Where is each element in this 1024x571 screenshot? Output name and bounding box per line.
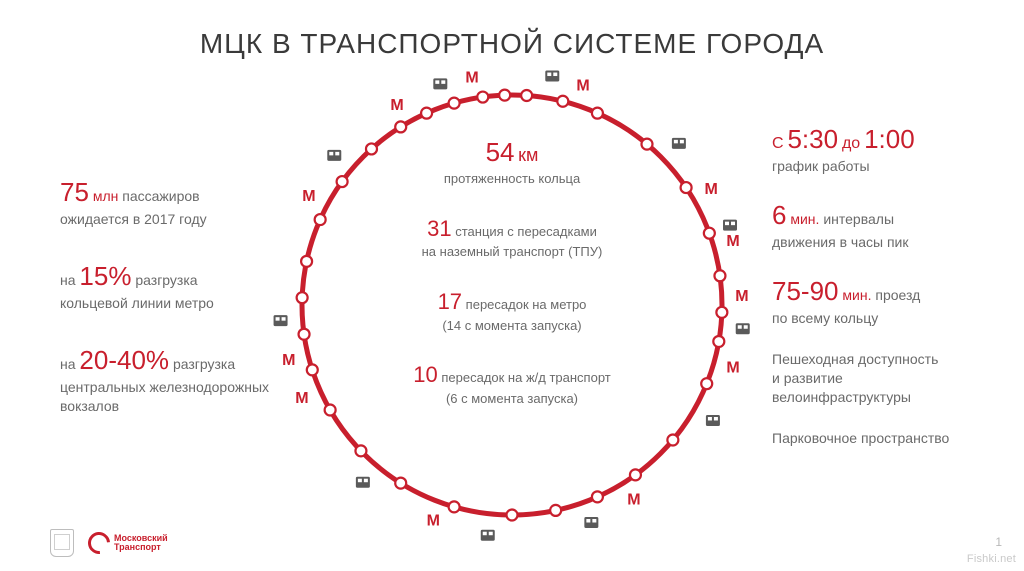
train-icon [545, 71, 559, 82]
mt-swirl-icon [88, 532, 110, 554]
station-dot [701, 378, 712, 389]
train-icon [481, 530, 495, 541]
station-dot [395, 478, 406, 489]
coat-of-arms-icon [50, 529, 74, 557]
station-dot [355, 445, 366, 456]
station-dot [421, 108, 432, 119]
train-icon [356, 477, 370, 488]
train-icon [706, 415, 720, 426]
train-icon [274, 315, 288, 326]
metro-icon: М [726, 360, 739, 377]
station-dot [521, 90, 532, 101]
metro-icon: М [295, 390, 308, 407]
metro-icon: М [390, 97, 403, 114]
station-dot [713, 336, 724, 347]
infographic-page: МЦК В ТРАНСПОРТНОЙ СИСТЕМЕ ГОРОДА 75 млн… [0, 0, 1024, 571]
station-dot [507, 510, 518, 521]
station-dot [297, 292, 308, 303]
station-dot [307, 364, 318, 375]
station-dot [449, 98, 460, 109]
watermark: Fishki.net [967, 553, 1016, 565]
metro-icon: М [735, 288, 748, 305]
fact-terminals-unload: на 20-40% разгрузка центральных железнод… [60, 343, 290, 416]
fact-hours: С 5:30 до 1:00 график работы [772, 122, 982, 176]
station-dot [299, 329, 310, 340]
station-dot [630, 469, 641, 480]
mt-text: Московский Транспорт [114, 534, 168, 552]
metro-icon: М [427, 512, 440, 529]
train-icon [584, 517, 598, 528]
metro-icon: М [576, 77, 589, 94]
station-dot [557, 96, 568, 107]
station-dot [395, 121, 406, 132]
centre-facts: 54 км протяженность кольца 31 станция с … [362, 135, 662, 433]
metro-icon: М [465, 70, 478, 87]
station-dot [449, 501, 460, 512]
footer-logos: Московский Транспорт [50, 529, 168, 557]
metro-icon: М [627, 491, 640, 508]
station-dot [315, 214, 326, 225]
fact-parking: Парковочное пространство [772, 429, 982, 448]
page-number: 1 [995, 535, 1002, 549]
metro-icon: М [282, 352, 295, 369]
moscow-transport-logo: Московский Транспорт [88, 532, 168, 554]
station-dot [592, 491, 603, 502]
station-dot [592, 108, 603, 119]
train-icon [723, 220, 737, 231]
metro-icon: М [302, 188, 315, 205]
centre-length: 54 км протяженность кольца [362, 135, 662, 188]
page-title: МЦК В ТРАНСПОРТНОЙ СИСТЕМЕ ГОРОДА [0, 28, 1024, 60]
left-facts-column: 75 млн пассажиров ожидается в 2017 году … [60, 175, 290, 446]
fact-ring-unload: на 15% разгрузка кольцевой линии метро [60, 259, 290, 313]
fact-passengers: 75 млн пассажиров ожидается в 2017 году [60, 175, 290, 229]
right-facts-column: С 5:30 до 1:00 график работы 6 мин. инте… [772, 122, 982, 470]
station-dot [704, 228, 715, 239]
metro-icon: М [726, 233, 739, 250]
fact-trip-time: 75-90 мин. проезд по всему кольцу [772, 274, 982, 328]
train-icon [736, 323, 750, 334]
station-dot [550, 505, 561, 516]
station-dot [681, 182, 692, 193]
train-icon [327, 150, 341, 161]
train-icon [672, 138, 686, 149]
station-dot [499, 90, 510, 101]
station-dot [301, 256, 312, 267]
fact-pedestrian: Пешеходная доступность и развитие велоин… [772, 350, 982, 407]
station-dot [714, 270, 725, 281]
station-dot [337, 176, 348, 187]
centre-rail-transfers: 10 пересадок на ж/д транспорт(6 с момент… [362, 360, 662, 407]
station-dot [325, 405, 336, 416]
fact-interval: 6 мин. интервалы движения в часы пик [772, 198, 982, 252]
station-dot [477, 92, 488, 103]
centre-metro-transfers: 17 пересадок на метро(14 с момента запус… [362, 287, 662, 334]
train-icon [433, 78, 447, 89]
centre-stations: 31 станция с пересадкамина наземный тран… [362, 214, 662, 261]
metro-icon: М [705, 181, 718, 198]
station-dot [716, 307, 727, 318]
station-dot [667, 434, 678, 445]
